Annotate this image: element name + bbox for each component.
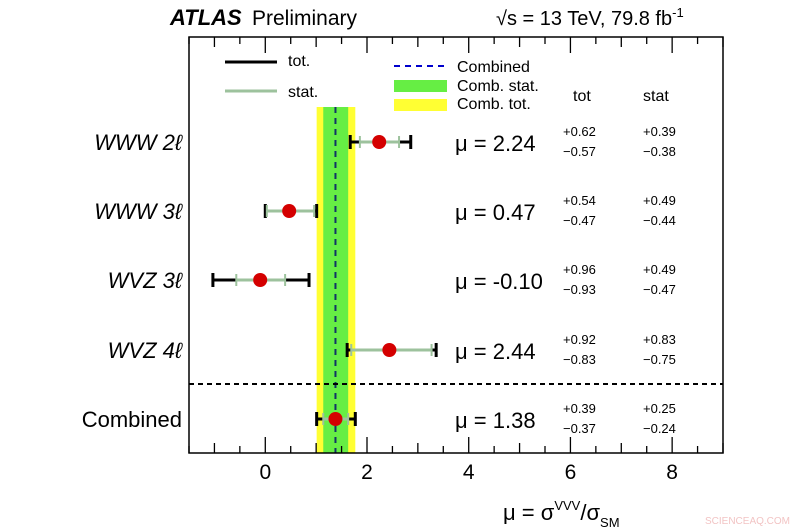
stat-down-value: −0.75 [643, 352, 676, 367]
x-label-sep: /σ [580, 500, 600, 525]
stat-up-value: +0.83 [643, 332, 676, 347]
mu-value: μ = 1.38 [455, 408, 536, 433]
tot-down-value: −0.37 [563, 421, 596, 436]
watermark: SCIENCEAQ.COM [705, 516, 790, 527]
tot-up-value: +0.39 [563, 401, 596, 416]
stat-down-value: −0.24 [643, 421, 676, 436]
energy-lumi-label: √s = 13 TeV, 79.8 fb-1 [496, 5, 684, 30]
x-tick-label: 6 [565, 461, 577, 484]
tot-up-value: +0.92 [563, 332, 596, 347]
row-label-text: WVZ 4ℓ [108, 338, 183, 363]
row-label: WWW 3ℓ [94, 199, 183, 224]
tot-down-value: −0.83 [563, 352, 596, 367]
preliminary-label: Preliminary [252, 7, 358, 30]
stat-down-value: −0.44 [643, 213, 676, 228]
stat-down-value: −0.47 [643, 282, 676, 297]
comb-stat-band [323, 107, 349, 453]
legend-combined-label: Combined [457, 59, 530, 76]
x-tick-label: 2 [361, 461, 373, 484]
stat-down-value: −0.38 [643, 144, 676, 159]
x-tick-label: 0 [259, 461, 271, 484]
x-label-sub: SM [600, 515, 620, 530]
mu-value: μ = 2.44 [455, 339, 536, 364]
tot-down-value: −0.47 [563, 213, 596, 228]
data-point [372, 135, 387, 149]
x-label-main: μ = σ [503, 500, 555, 525]
stat-up-value: +0.39 [643, 124, 676, 139]
legend-comb-tot-swatch [394, 99, 447, 111]
x-tick-label: 8 [666, 461, 678, 484]
row-label: Combined [82, 407, 182, 432]
plot-area: 0 2 4 6 8 tot. stat. Combined Comb. stat.Comb. t… [82, 36, 724, 484]
mu-value: μ = 2.24 [455, 131, 536, 156]
row-label: WVZ 3ℓ [108, 268, 183, 293]
atlas-label: ATLAS [169, 5, 242, 30]
lumi-exponent: -1 [672, 5, 684, 20]
row-label: WVZ 4ℓ [108, 338, 183, 363]
x-label-sup: VVV [554, 498, 580, 513]
stat-up-value: +0.49 [643, 193, 676, 208]
data-point [382, 343, 397, 357]
row-label: WWW 2ℓ [94, 130, 183, 155]
legend-comb-tot-label: Comb. tot. [457, 96, 531, 113]
legend-comb-stat-swatch [394, 80, 447, 92]
plot-frame [188, 36, 724, 454]
row-label-text: WVZ 3ℓ [108, 268, 183, 293]
stat-up-value: +0.25 [643, 401, 676, 416]
mu-value: μ = -0.10 [455, 269, 543, 294]
tot-up-value: +0.54 [563, 193, 596, 208]
energy-text: √s = 13 TeV, 79.8 fb [496, 8, 672, 30]
tot-down-value: −0.57 [563, 144, 596, 159]
stat-up-value: +0.49 [643, 262, 676, 277]
row-label-text: WWW 3ℓ [94, 199, 183, 224]
x-axis-label: μ = σVVV/σSM [503, 498, 620, 530]
data-point [328, 412, 343, 426]
legend-stat-label: stat. [288, 84, 318, 101]
column-header-stat: stat [643, 88, 669, 105]
mu-value: μ = 0.47 [455, 200, 536, 225]
legend-comb-stat-label: Comb. stat. [457, 78, 539, 95]
data-point [253, 273, 268, 287]
data-point [282, 204, 297, 218]
x-tick-label: 4 [463, 461, 475, 484]
legend-tot-label: tot. [288, 53, 310, 70]
tot-up-value: +0.96 [563, 262, 596, 277]
tot-down-value: −0.93 [563, 282, 596, 297]
tot-up-value: +0.62 [563, 124, 596, 139]
row-label-text: WWW 2ℓ [94, 130, 183, 155]
column-header-tot: tot [573, 88, 591, 105]
